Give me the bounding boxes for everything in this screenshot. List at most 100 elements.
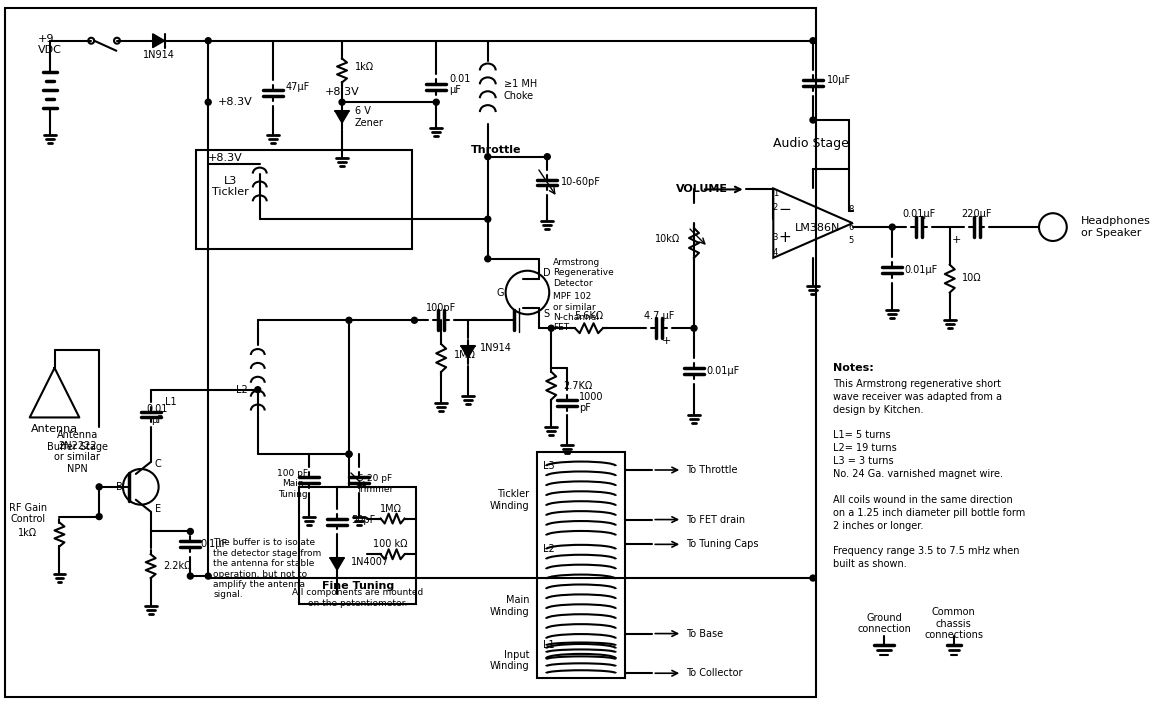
Text: 220μF: 220μF [961,209,992,219]
Text: 2: 2 [773,202,778,212]
Text: L1: L1 [165,396,176,406]
Circle shape [255,387,261,393]
Text: 0.1μF: 0.1μF [200,539,227,549]
Text: Input
Winding: Input Winding [490,649,530,671]
Text: 1: 1 [773,189,778,198]
Polygon shape [773,188,852,258]
Text: 1N914: 1N914 [143,50,175,59]
Text: All coils wound in the same direction: All coils wound in the same direction [832,495,1013,505]
Circle shape [810,575,816,581]
Text: L3
Tickler: L3 Tickler [212,176,248,198]
Text: L1: L1 [544,641,555,651]
Text: 8: 8 [847,205,853,214]
Text: L2= 19 turns: L2= 19 turns [832,443,896,453]
Text: 0.01μF: 0.01μF [705,366,739,376]
Text: 50pF: 50pF [352,515,375,525]
Text: RF Gain
Control: RF Gain Control [8,503,47,525]
Circle shape [484,256,491,262]
Text: 4: 4 [773,249,778,258]
Circle shape [187,573,193,579]
Text: 0.01μF: 0.01μF [904,265,937,275]
Text: 2.7KΩ: 2.7KΩ [563,381,592,391]
Text: 1kΩ: 1kΩ [355,62,374,72]
Text: No. 24 Ga. varnished magnet wire.: No. 24 Ga. varnished magnet wire. [832,469,1003,479]
Text: To FET drain: To FET drain [686,515,745,525]
Circle shape [346,451,352,457]
Text: Main
Winding: Main Winding [490,595,530,617]
Text: Frequency range 3.5 to 7.5 mHz when: Frequency range 3.5 to 7.5 mHz when [832,547,1020,556]
Text: wave receiver was adapted from a: wave receiver was adapted from a [832,392,1002,401]
Text: The buffer is to isolate
the detector stage from
the antenna for stable
operatio: The buffer is to isolate the detector st… [213,538,321,600]
Text: 1kΩ: 1kΩ [19,528,37,539]
Text: ≥1 MH
Choke: ≥1 MH Choke [504,79,537,101]
Text: 6 V
Zener: 6 V Zener [355,106,384,128]
Bar [538,452,625,678]
Text: E: E [155,503,161,514]
Text: This Armstrong regenerative short: This Armstrong regenerative short [832,379,1001,389]
Text: 100pF: 100pF [426,304,456,314]
Text: L3: L3 [544,461,555,471]
Polygon shape [461,346,475,358]
Text: VOLUME: VOLUME [676,184,728,195]
Text: Antenna
Buffer Stage: Antenna Buffer Stage [47,430,108,452]
Text: All components are mounted
on the potentiometer.: All components are mounted on the potent… [292,588,424,607]
Circle shape [548,325,554,331]
Circle shape [205,99,211,105]
Text: Armstrong
Regenerative
Detector: Armstrong Regenerative Detector [553,258,613,287]
Circle shape [810,117,816,123]
Text: 0.01
μF: 0.01 μF [146,404,168,426]
Bar [197,150,412,249]
Circle shape [691,325,697,331]
Text: +: + [661,336,670,346]
Text: To Base: To Base [686,629,723,639]
Text: 47μF: 47μF [285,82,310,92]
Text: on a 1.25 inch diameter pill bottle form: on a 1.25 inch diameter pill bottle form [832,508,1025,518]
Text: LM386N: LM386N [795,223,840,233]
Circle shape [411,317,418,324]
Text: 0.01
μF: 0.01 μF [449,74,470,95]
Bar [5,8,816,697]
Text: 5-20 pF
Trimmer: 5-20 pF Trimmer [356,474,393,493]
Text: 2N2222
or similar
NPN: 2N2222 or similar NPN [55,440,100,474]
Text: built as shown.: built as shown. [832,559,907,569]
Circle shape [346,317,352,324]
Text: −: − [779,202,792,217]
Circle shape [97,513,102,520]
Text: Fine Tuning: Fine Tuning [321,581,395,591]
Text: To Tuning Caps: To Tuning Caps [686,539,759,549]
Bar [299,487,417,604]
Text: Throttle: Throttle [470,144,521,155]
Circle shape [484,154,491,160]
Text: G: G [496,287,504,297]
Text: 10-60pF: 10-60pF [561,178,601,188]
Text: L3 = 3 turns: L3 = 3 turns [832,456,894,466]
Circle shape [205,38,211,44]
Text: +8.3V: +8.3V [325,87,360,97]
Text: L1= 5 turns: L1= 5 turns [832,430,890,440]
Text: 1000
pF: 1000 pF [579,392,603,413]
Text: +: + [952,235,961,245]
Text: To Throttle: To Throttle [686,465,738,475]
Text: 100 pF
Main
Tuning: 100 pF Main Tuning [277,469,308,498]
Circle shape [433,99,439,105]
Text: 2.2kΩ: 2.2kΩ [164,561,192,571]
Text: 5: 5 [849,236,853,246]
Text: 10Ω: 10Ω [961,273,981,282]
Circle shape [187,528,193,535]
Text: Ground
connection: Ground connection [858,613,911,634]
Text: Headphones
or Speaker: Headphones or Speaker [1080,217,1150,238]
Text: 1MΩ: 1MΩ [379,503,402,514]
Text: D: D [544,268,551,278]
Polygon shape [331,558,345,570]
Circle shape [810,38,816,44]
Text: Tickler
Winding: Tickler Winding [490,489,530,510]
Text: S: S [544,309,549,319]
Text: Common
chassis
connections: Common chassis connections [924,607,984,640]
Circle shape [339,99,345,105]
Text: 10kΩ: 10kΩ [655,234,680,244]
Text: 1N914: 1N914 [480,343,512,353]
Text: L2: L2 [236,384,248,394]
Text: +9
VDC: +9 VDC [37,34,62,55]
Text: 6: 6 [847,222,853,232]
Text: Antenna: Antenna [31,424,78,434]
